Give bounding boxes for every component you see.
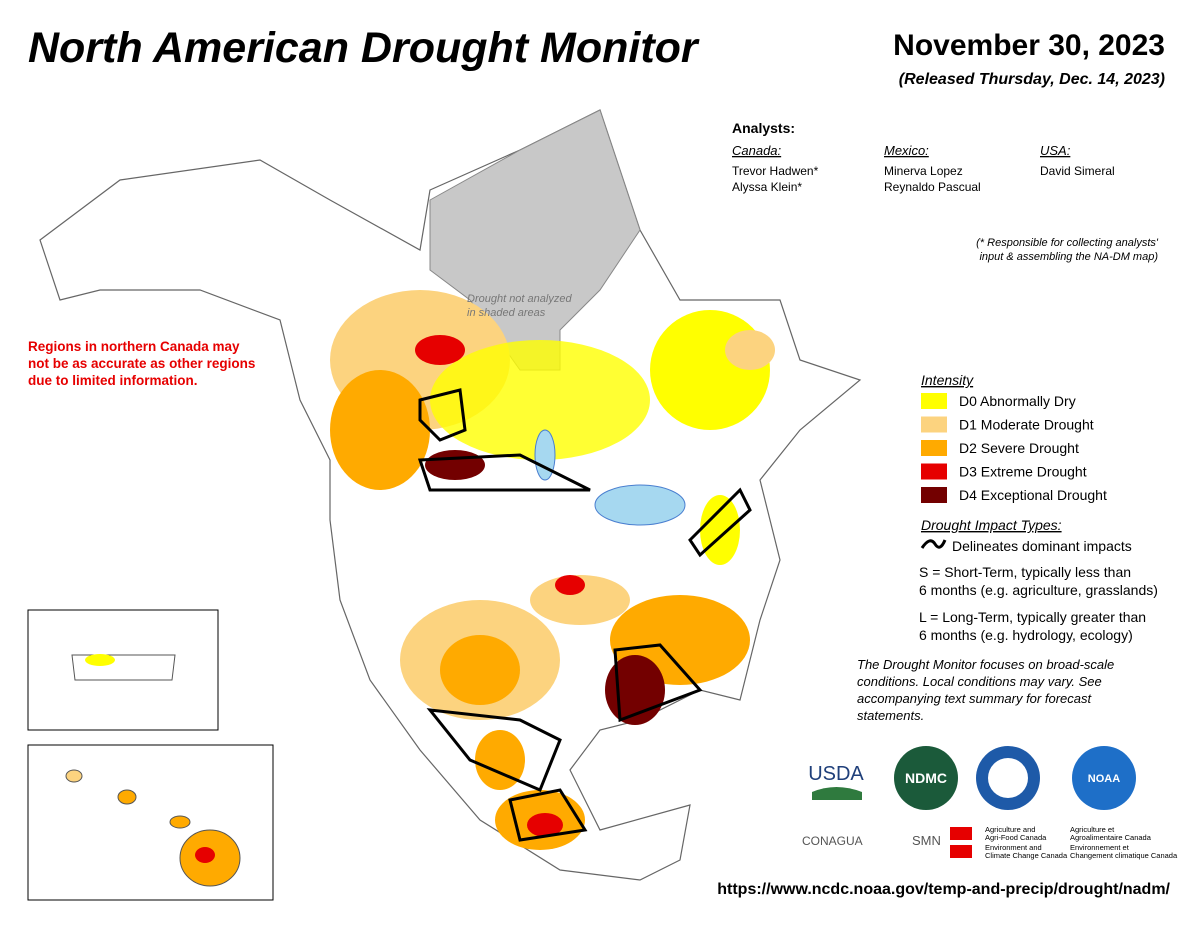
title: North American Drought Monitor: [28, 24, 700, 72]
date: November 30, 2023: [893, 29, 1165, 62]
canada-flag: [950, 827, 972, 840]
note: (* Responsible for collecting analysts': [976, 237, 1159, 249]
analyst-name: Minerva Lopez: [884, 164, 963, 178]
usda-logo: USDA: [808, 763, 864, 785]
legend-label: D0 Abnormally Dry: [959, 393, 1076, 409]
aac: Agroalimentaire Canada: [1070, 833, 1152, 842]
d2-area: [440, 635, 520, 705]
impact-outline: [426, 708, 562, 792]
legend-swatch: [921, 416, 947, 433]
ndmc-logo-bg: [894, 746, 958, 810]
analyst-name: Alyssa Klein*: [732, 180, 802, 194]
disclaimer: accompanying text summary for forecast: [857, 691, 1092, 706]
legend-label: D4 Exceptional Drought: [959, 487, 1107, 503]
impact-outline: [508, 788, 588, 842]
doc-logo-inner: [988, 758, 1028, 798]
oahu: [117, 789, 137, 805]
d0-area: [430, 340, 650, 460]
d0-area: [85, 654, 115, 666]
impact-outline: [418, 388, 467, 442]
analyst-country: USA:: [1040, 143, 1071, 158]
eccc: Environment and: [985, 843, 1042, 852]
impact-swatch: [920, 539, 947, 549]
smn-logo: SMN: [912, 833, 941, 848]
eccc: Climate Change Canada: [985, 851, 1068, 860]
legend-title: Intensity: [921, 372, 974, 388]
legend-label: D3 Extreme Drought: [959, 464, 1087, 480]
canada-flag: [950, 845, 972, 858]
warning: due to limited information.: [28, 373, 198, 388]
usda-mark: [812, 787, 862, 800]
aafc: Agri-Food Canada: [985, 833, 1047, 842]
impacts-long: 6 months (e.g. hydrology, ecology): [919, 627, 1133, 643]
lakes: [534, 429, 686, 526]
d2-area: [475, 730, 525, 790]
map-label: Drought not analyzed: [467, 293, 572, 305]
d3-area: [415, 335, 465, 365]
conagua-logo: CONAGUA: [802, 834, 863, 848]
lake-winnipeg: [534, 429, 556, 481]
analyst-name: David Simeral: [1040, 164, 1115, 178]
analyst-name: Reynaldo Pascual: [884, 180, 981, 194]
released: (Released Thursday, Dec. 14, 2023): [899, 71, 1165, 88]
aac: Agriculture et: [1070, 825, 1115, 834]
kauai: [65, 769, 83, 783]
disclaimer: statements.: [857, 708, 924, 723]
impact-outline: [613, 643, 703, 723]
note: input & assembling the NA-DM map): [979, 251, 1158, 263]
noaa-logo-bg: [1072, 746, 1136, 810]
impact-lines: [417, 388, 752, 842]
drought-areas: [330, 290, 775, 850]
analyst-country: Mexico:: [884, 143, 929, 158]
noaa-logo: NOAA: [1088, 773, 1120, 785]
disclaimer: The Drought Monitor focuses on broad-sca…: [857, 657, 1114, 672]
maui: [169, 815, 191, 829]
ecc: Changement climatique Canada: [1070, 851, 1178, 860]
impacts-short: S = Short-Term, typically less than: [919, 564, 1131, 580]
disclaimer: conditions. Local conditions may vary. S…: [857, 674, 1102, 689]
d1-area: [725, 330, 775, 370]
analyst-name: Trevor Hadwen*: [732, 164, 819, 178]
legend-swatch: [921, 463, 947, 480]
legend-swatch: [921, 393, 947, 409]
d3-area: [555, 575, 585, 595]
url[interactable]: https://www.ncdc.noaa.gov/temp-and-preci…: [717, 881, 1170, 898]
impact-outline: [688, 487, 752, 558]
hawaii-inset: [27, 744, 274, 901]
legend-label: D2 Severe Drought: [959, 440, 1079, 456]
analysts-heading: Analysts:: [732, 120, 795, 136]
d0-area: [650, 310, 770, 430]
d1-area: [530, 575, 630, 625]
aafc: Agriculture and: [985, 825, 1035, 834]
impacts-line: Delineates dominant impacts: [952, 538, 1132, 554]
impacts-long: L = Long-Term, typically greater than: [919, 609, 1146, 625]
warning: Regions in northern Canada may: [28, 339, 240, 354]
d2-area: [330, 370, 430, 490]
ndmc-logo: NDMC: [905, 770, 947, 786]
great-lakes: [594, 484, 686, 526]
analyst-country: Canada:: [732, 143, 782, 158]
d0-area: [700, 495, 740, 565]
impact-outline: [417, 453, 591, 492]
warning: not be as accurate as other regions: [28, 356, 255, 371]
impacts-short: 6 months (e.g. agriculture, grasslands): [919, 582, 1158, 598]
d3-area: [195, 847, 215, 863]
legend-label: D1 Moderate Drought: [959, 417, 1094, 433]
not-analyzed-area: [429, 109, 641, 371]
d4-area: [425, 450, 485, 480]
d3-area: [527, 813, 563, 837]
legend-swatch: [921, 440, 947, 456]
map-label: in shaded areas: [467, 307, 546, 319]
analysts: Canada: Trevor Hadwen* Alyssa Klein* Mexico…: [732, 143, 1115, 194]
ecc: Environnement et: [1070, 843, 1130, 852]
legend-swatch: [921, 487, 947, 503]
impacts-title: Drought Impact Types:: [921, 517, 1062, 533]
legend: D0 Abnormally Dry D1 Moderate Drought D2 S…: [921, 393, 1107, 503]
